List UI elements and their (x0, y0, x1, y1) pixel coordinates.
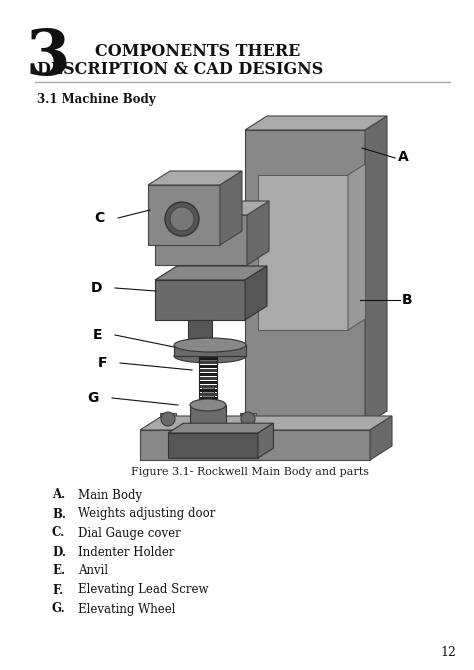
Polygon shape (245, 266, 267, 320)
Text: F.: F. (52, 584, 63, 596)
Polygon shape (202, 431, 214, 451)
Polygon shape (155, 201, 269, 215)
Circle shape (165, 202, 199, 236)
Polygon shape (148, 171, 242, 185)
Ellipse shape (174, 338, 246, 352)
Text: A.: A. (52, 488, 65, 502)
Polygon shape (190, 345, 210, 359)
Text: F: F (98, 356, 107, 370)
FancyBboxPatch shape (245, 130, 365, 425)
FancyBboxPatch shape (199, 357, 217, 360)
FancyBboxPatch shape (190, 405, 226, 433)
Text: Main Body: Main Body (78, 488, 142, 502)
Circle shape (170, 207, 194, 231)
Polygon shape (247, 201, 269, 265)
Polygon shape (365, 116, 387, 425)
FancyBboxPatch shape (188, 320, 212, 345)
Polygon shape (140, 416, 392, 430)
Polygon shape (168, 423, 273, 433)
Text: G: G (88, 391, 99, 405)
FancyBboxPatch shape (199, 381, 217, 384)
Text: E.: E. (52, 565, 65, 578)
Text: 3.1 Machine Body: 3.1 Machine Body (37, 94, 155, 107)
Circle shape (161, 412, 175, 426)
Text: A: A (398, 150, 409, 164)
Text: Anvil: Anvil (78, 565, 108, 578)
Polygon shape (155, 266, 267, 280)
Text: Figure 3.1- Rockwell Main Body and parts: Figure 3.1- Rockwell Main Body and parts (131, 467, 369, 477)
FancyBboxPatch shape (199, 397, 217, 400)
Text: Elevating Wheel: Elevating Wheel (78, 602, 175, 616)
Text: Indenter Holder: Indenter Holder (78, 545, 174, 559)
Text: DESCRIPTION & CAD DESIGNS: DESCRIPTION & CAD DESIGNS (37, 62, 323, 78)
Polygon shape (240, 413, 256, 425)
FancyBboxPatch shape (148, 185, 220, 245)
Text: C.: C. (52, 527, 65, 539)
Polygon shape (370, 416, 392, 460)
FancyBboxPatch shape (199, 393, 217, 396)
FancyBboxPatch shape (199, 369, 217, 372)
FancyBboxPatch shape (140, 430, 370, 460)
FancyBboxPatch shape (155, 280, 245, 320)
FancyBboxPatch shape (155, 215, 247, 265)
Polygon shape (245, 116, 387, 130)
Polygon shape (348, 163, 365, 330)
FancyBboxPatch shape (199, 365, 217, 368)
FancyBboxPatch shape (199, 401, 217, 404)
Text: 3: 3 (26, 27, 70, 88)
FancyBboxPatch shape (258, 175, 348, 330)
Text: B.: B. (52, 507, 66, 521)
Polygon shape (258, 423, 273, 458)
Text: G.: G. (52, 602, 66, 616)
Text: Elevating Lead Screw: Elevating Lead Screw (78, 584, 209, 596)
Text: D: D (91, 281, 102, 295)
Ellipse shape (174, 349, 246, 363)
Polygon shape (220, 171, 242, 245)
Text: Weights adjusting door: Weights adjusting door (78, 507, 215, 521)
FancyBboxPatch shape (199, 385, 217, 388)
Text: B: B (402, 293, 413, 307)
Text: D.: D. (52, 545, 66, 559)
FancyBboxPatch shape (199, 373, 217, 376)
Circle shape (241, 412, 255, 426)
Polygon shape (160, 413, 176, 425)
Text: Dial Gauge cover: Dial Gauge cover (78, 527, 181, 539)
FancyBboxPatch shape (168, 433, 258, 458)
FancyBboxPatch shape (199, 361, 217, 364)
FancyBboxPatch shape (199, 389, 217, 392)
Ellipse shape (190, 399, 226, 411)
FancyBboxPatch shape (174, 345, 246, 356)
Text: 12: 12 (440, 645, 456, 659)
Polygon shape (202, 387, 214, 407)
Text: E: E (92, 328, 102, 342)
FancyBboxPatch shape (199, 377, 217, 380)
Text: COMPONENTS THERE: COMPONENTS THERE (95, 44, 301, 60)
Text: C: C (95, 211, 105, 225)
